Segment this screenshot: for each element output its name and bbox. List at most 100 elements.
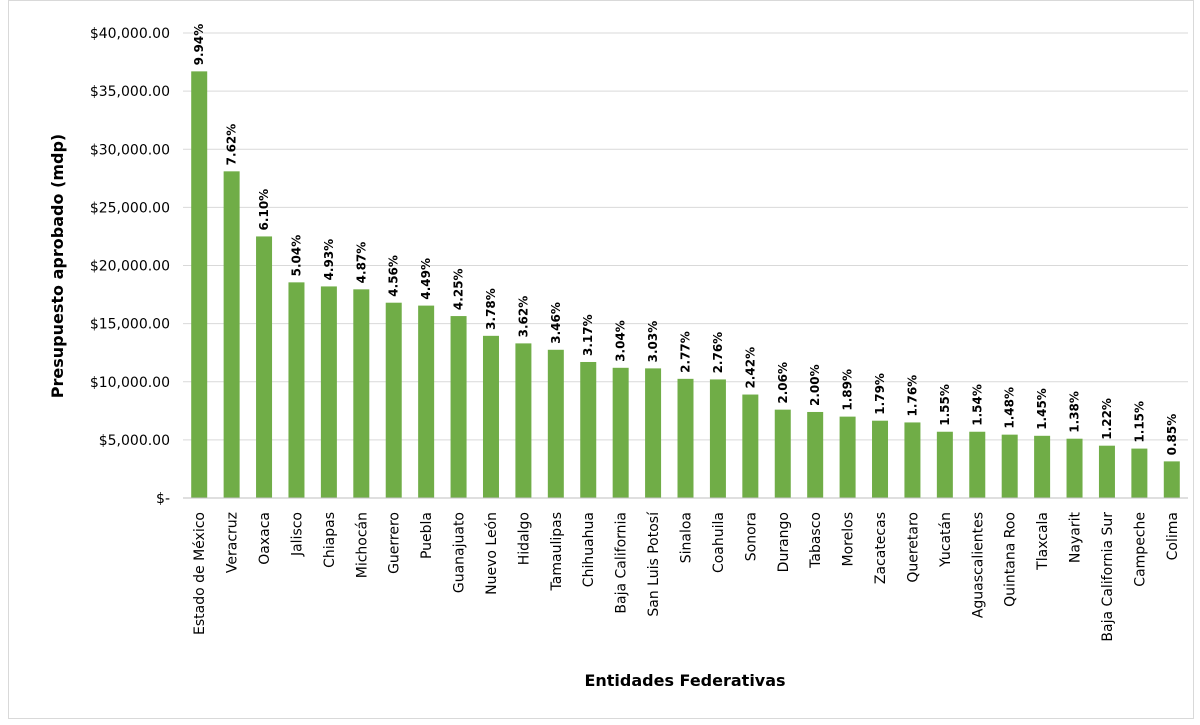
bar [807, 411, 824, 498]
data-label: 2.42% [743, 347, 757, 389]
data-label: 1.79% [873, 373, 887, 415]
data-label: 4.25% [452, 268, 466, 310]
category-label: Chihuahua [581, 512, 597, 587]
category-label: Michocán [354, 512, 370, 578]
category-label: Sonora [743, 512, 759, 561]
category-label: Hidalgo [516, 512, 532, 565]
bar [256, 236, 273, 498]
bar [774, 409, 791, 498]
bar [1066, 438, 1083, 498]
data-label: 3.46% [549, 302, 563, 344]
data-label: 2.77% [679, 331, 693, 373]
bar [612, 367, 629, 498]
category-label: Oaxaca [257, 512, 273, 565]
y-tick-label: $25,000.00 [90, 200, 170, 216]
y-axis-ticks: $- $5,000.00 $10,000.00 $15,000.00 $20,000.0… [90, 26, 170, 507]
data-label: 2.00% [808, 364, 822, 406]
category-label: Nuevo León [484, 512, 500, 595]
bar [547, 349, 564, 498]
y-axis-title: Presupuesto aprobado (mdp) [48, 134, 67, 398]
category-label: Baja California Sur [1100, 512, 1116, 642]
x-axis-title: Entidades Federativas [584, 671, 785, 690]
bar [677, 378, 694, 498]
gridlines [183, 32, 1188, 441]
bar [191, 71, 208, 499]
data-label: 1.38% [1068, 391, 1082, 433]
bar [353, 289, 370, 498]
data-label: 3.03% [646, 321, 660, 363]
category-label: Baja California [614, 512, 630, 614]
bars [191, 71, 1180, 499]
y-tick-label: $5,000.00 [99, 433, 170, 449]
y-tick-label: $35,000.00 [90, 84, 170, 100]
bar [418, 305, 435, 498]
data-label: 1.76% [905, 375, 919, 417]
bar [1163, 461, 1180, 498]
data-label: 9.94% [192, 24, 206, 66]
y-tick-label: $40,000.00 [90, 26, 170, 42]
data-label: 1.22% [1100, 398, 1114, 440]
data-labels: 9.94% 7.62% 6.10% 5.04% 4.93% 4.87% 4.56% 4.49%… [192, 24, 1179, 456]
bar [936, 431, 953, 498]
bar [839, 416, 856, 498]
data-label: 3.62% [516, 296, 530, 338]
data-label: 1.89% [841, 369, 855, 411]
category-label: Morelos [841, 512, 857, 566]
y-tick-label: $20,000.00 [90, 259, 170, 275]
category-label: Colima [1165, 512, 1181, 560]
data-label: 3.78% [484, 288, 498, 330]
bar [320, 286, 337, 498]
bar [450, 316, 467, 498]
data-label: 4.56% [387, 255, 401, 297]
category-label: Durango [776, 512, 792, 572]
data-label: 0.85% [1165, 414, 1179, 456]
y-tick-label: $30,000.00 [90, 142, 170, 158]
bar [1034, 435, 1051, 498]
bar [1131, 448, 1148, 498]
data-label: 1.45% [1035, 388, 1049, 430]
y-tick-label: $15,000.00 [90, 317, 170, 333]
bar [385, 302, 402, 498]
category-label: Yucatán [938, 512, 954, 568]
bar [709, 379, 726, 498]
category-label: Veracruz [225, 512, 241, 573]
category-label: Jalisco [289, 512, 305, 557]
data-label: 1.54% [970, 384, 984, 426]
bar [872, 420, 889, 498]
category-label: Estado de México [192, 512, 208, 635]
data-label: 3.17% [581, 314, 595, 356]
y-tick-label: $10,000.00 [90, 375, 170, 391]
bar [288, 282, 305, 498]
data-label: 4.87% [354, 242, 368, 284]
category-label: Chiapas [322, 512, 338, 568]
bar [742, 394, 759, 498]
data-label: 2.06% [776, 362, 790, 404]
data-label: 1.48% [1003, 387, 1017, 429]
bar [515, 343, 532, 498]
bar [580, 361, 597, 498]
data-label: 6.10% [257, 189, 271, 231]
bar [645, 368, 662, 498]
data-label: 4.93% [322, 239, 336, 281]
category-label: Campeche [1132, 512, 1148, 587]
data-label: 2.76% [711, 332, 725, 374]
data-label: 3.04% [614, 320, 628, 362]
bar [482, 335, 499, 498]
x-axis-labels: Estado de México Veracruz Oaxaca Jalisco Chi… [192, 511, 1181, 642]
category-label: Tabasco [808, 512, 824, 569]
category-label: Puebla [419, 512, 435, 559]
category-label: San Luis Potosí [646, 511, 662, 617]
data-label: 7.62% [225, 124, 239, 166]
category-label: Guanajuato [452, 512, 468, 593]
bar [223, 171, 240, 498]
y-tick-label: $- [156, 491, 170, 507]
data-label: 4.49% [419, 258, 433, 300]
bar [904, 422, 921, 498]
category-label: Guerrero [387, 512, 403, 574]
category-label: Nayarit [1068, 512, 1084, 564]
category-label: Tlaxcala [1035, 512, 1051, 571]
data-label: 1.15% [1132, 401, 1146, 443]
category-label: Coahuila [711, 512, 727, 573]
category-label: Tamaulipas [549, 512, 565, 591]
